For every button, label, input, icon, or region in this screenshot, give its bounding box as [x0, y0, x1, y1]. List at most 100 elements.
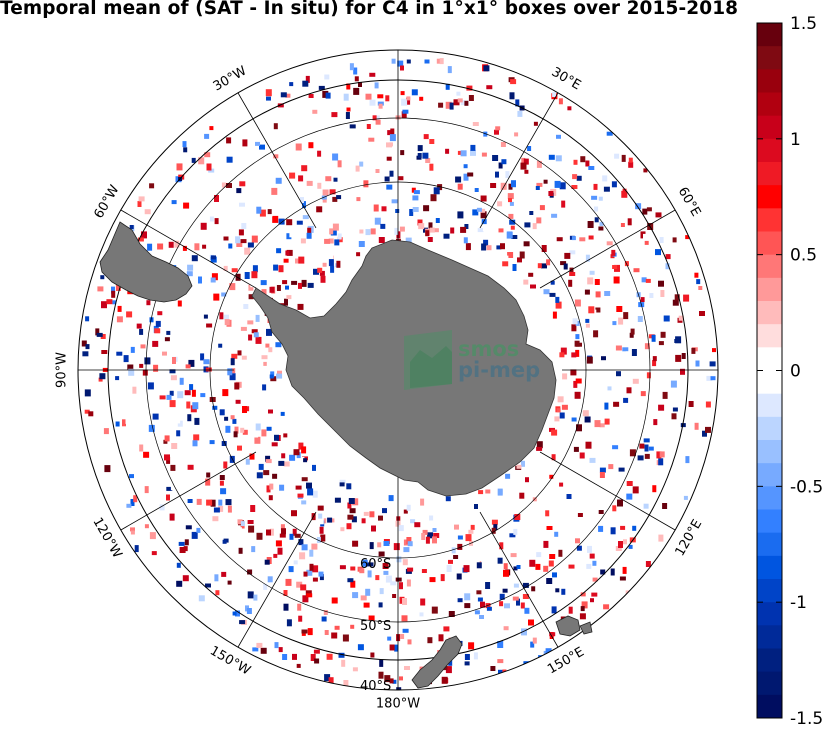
data-cell	[287, 90, 293, 95]
data-cell	[318, 513, 323, 519]
data-cell	[227, 505, 232, 513]
data-cell	[368, 615, 375, 621]
data-cell	[85, 344, 90, 350]
data-cell	[463, 173, 469, 181]
data-cell	[363, 511, 369, 516]
data-cell	[556, 408, 561, 413]
data-cell	[608, 464, 614, 470]
data-cell	[477, 597, 483, 602]
data-cell	[599, 472, 605, 478]
data-cell	[370, 652, 375, 658]
meridian-label: 120°W	[89, 515, 124, 561]
data-cell	[251, 271, 258, 279]
data-cell	[329, 100, 335, 106]
colorbar: 1.5 1 0.5 0 -0.5 -1 -1.5	[756, 14, 823, 729]
data-cell	[419, 96, 424, 101]
data-cell	[299, 552, 306, 560]
data-cell	[261, 355, 268, 360]
data-cell	[575, 349, 580, 357]
data-cell	[147, 382, 154, 390]
data-cell	[286, 249, 293, 256]
data-cell	[320, 275, 326, 283]
parallel-label: 60°S	[360, 557, 391, 572]
data-cell	[280, 524, 285, 531]
data-cell	[464, 593, 471, 601]
data-cell	[558, 549, 563, 557]
data-cell	[485, 582, 491, 589]
colorbar-tick-label: -1	[790, 593, 807, 613]
data-cell	[191, 531, 198, 539]
data-cell	[411, 89, 418, 96]
meridian-line	[120, 451, 257, 531]
data-cell	[624, 261, 629, 267]
data-cell	[246, 608, 252, 614]
data-cell	[485, 489, 491, 494]
data-cell	[401, 98, 408, 106]
data-cell	[378, 103, 383, 109]
data-cell	[432, 528, 437, 532]
data-cell	[322, 262, 327, 267]
data-cell	[591, 592, 598, 597]
data-cell	[363, 602, 370, 608]
data-cell	[468, 642, 475, 650]
data-cell	[263, 361, 268, 366]
data-cell	[511, 180, 516, 188]
data-cell	[471, 621, 477, 629]
data-cell	[497, 201, 503, 207]
data-cell	[179, 377, 184, 385]
data-cell	[224, 319, 230, 326]
data-cell	[464, 661, 470, 666]
data-cell	[174, 499, 180, 504]
data-cell	[378, 551, 385, 557]
data-cell	[322, 90, 329, 98]
data-cell	[486, 606, 492, 611]
data-cell	[406, 97, 411, 105]
data-cell	[166, 330, 171, 335]
data-cell	[258, 134, 263, 141]
data-cell	[587, 545, 592, 553]
data-cell	[617, 499, 623, 507]
data-cell	[474, 610, 480, 615]
data-cell	[302, 595, 309, 603]
chart-title: Temporal mean of (SAT - In situ) for C4 …	[0, 0, 739, 19]
data-cell	[412, 207, 419, 212]
data-cell	[378, 515, 383, 521]
data-cell	[659, 226, 666, 233]
data-cell	[400, 157, 406, 162]
data-cell	[247, 242, 254, 248]
colorbar-tick-label: 0.5	[790, 246, 817, 266]
data-cell	[585, 323, 590, 328]
data-cell	[280, 411, 285, 416]
data-cell	[328, 677, 334, 684]
meridian-label: 180°W	[376, 697, 420, 712]
data-cell	[502, 261, 509, 267]
data-cell	[582, 410, 589, 417]
data-cell	[350, 624, 355, 629]
data-cell	[460, 150, 467, 157]
antarctica-landmass	[251, 239, 557, 497]
data-cell	[182, 141, 187, 148]
data-cell	[212, 516, 219, 522]
data-cell	[622, 347, 629, 352]
data-cell	[593, 151, 600, 157]
data-cell	[571, 417, 577, 422]
data-cell	[635, 203, 642, 210]
data-cell	[349, 63, 354, 71]
data-cell	[115, 376, 120, 381]
data-cell	[218, 505, 224, 512]
data-cell	[491, 527, 496, 534]
data-cell	[586, 563, 592, 569]
data-cell	[528, 272, 534, 277]
data-cell	[282, 280, 288, 285]
data-cell	[214, 195, 219, 202]
data-cell	[268, 495, 273, 501]
data-cell	[398, 194, 403, 200]
data-cell	[441, 171, 447, 176]
data-cell	[211, 273, 218, 281]
data-cell	[362, 559, 368, 567]
data-cell	[240, 326, 247, 331]
data-cell	[464, 603, 471, 609]
data-cell	[365, 588, 371, 596]
data-cell	[519, 251, 525, 259]
data-cell	[589, 270, 595, 275]
